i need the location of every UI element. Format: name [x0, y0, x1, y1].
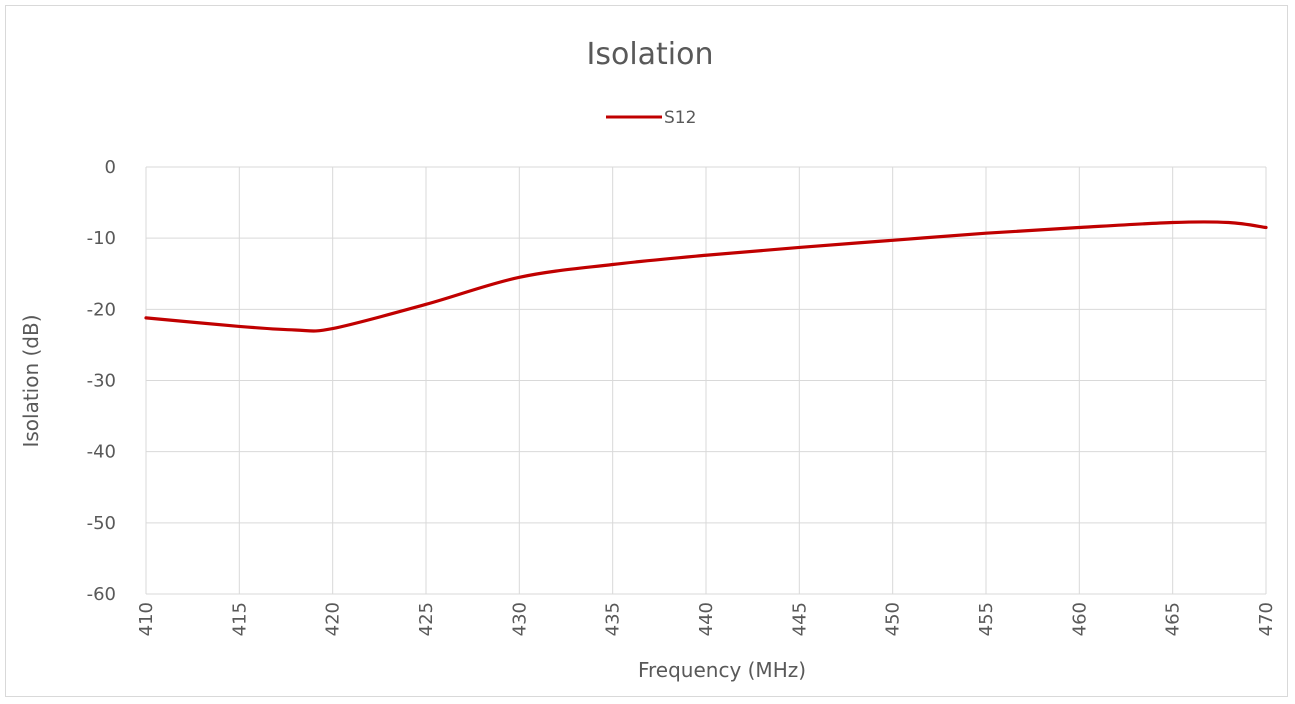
- y-tick-label: -40: [87, 442, 116, 463]
- x-tick-label: 420: [323, 602, 344, 636]
- x-tick-label: 465: [1163, 602, 1184, 636]
- x-axis-title: Frequency (MHz): [638, 658, 806, 682]
- x-tick-label: 415: [229, 602, 250, 636]
- y-tick-label: -30: [87, 371, 116, 392]
- series-layer: [144, 220, 1268, 333]
- x-tick-label: 410: [136, 602, 157, 636]
- x-tick-label: 430: [509, 602, 530, 636]
- series-line-s12: [144, 220, 1268, 333]
- chart-title: Isolation: [586, 37, 713, 72]
- y-tick-label: -10: [87, 228, 116, 249]
- y-axis-title: Isolation (dB): [19, 314, 43, 447]
- x-tick-label: 470: [1256, 602, 1277, 636]
- y-tick-label: -60: [87, 584, 116, 605]
- grid: [145, 166, 1267, 595]
- x-tick-label: 450: [883, 602, 904, 636]
- chart-frame: [5, 5, 1288, 697]
- x-tick-label: 435: [603, 602, 624, 636]
- y-tick-labels: 0 -10 -20 -30 -40 -50 -60: [87, 157, 116, 605]
- legend-label-s12: S12: [664, 108, 696, 128]
- x-tick-label: 425: [416, 602, 437, 636]
- x-tick-label: 445: [789, 602, 810, 636]
- legend: S12: [606, 108, 696, 128]
- y-tick-label: 0: [105, 157, 116, 178]
- x-tick-label: 460: [1069, 602, 1090, 636]
- x-tick-label: 440: [696, 602, 717, 636]
- x-tick-labels: 410 415 420 425 430 435 440 445 450 455 460 465 470: [136, 602, 1277, 636]
- y-tick-label: -20: [87, 299, 116, 320]
- y-tick-label: -50: [87, 513, 116, 534]
- x-tick-label: 455: [976, 602, 997, 636]
